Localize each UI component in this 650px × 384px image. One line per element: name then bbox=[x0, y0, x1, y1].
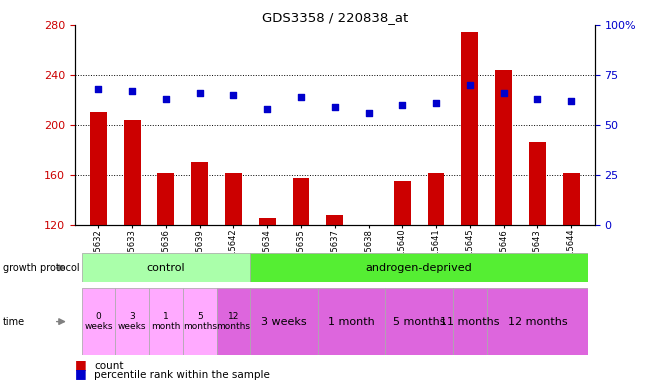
Bar bbox=[191, 162, 208, 225]
Bar bbox=[360, 225, 377, 226]
Bar bbox=[250, 253, 588, 282]
Title: GDS3358 / 220838_at: GDS3358 / 220838_at bbox=[261, 11, 408, 24]
Bar bbox=[462, 33, 478, 225]
Bar bbox=[385, 288, 453, 355]
Bar bbox=[292, 179, 309, 225]
Text: 5
months: 5 months bbox=[183, 312, 216, 331]
Point bbox=[566, 98, 577, 104]
Point bbox=[397, 102, 408, 108]
Bar bbox=[453, 288, 487, 355]
Bar bbox=[428, 174, 445, 225]
Point bbox=[262, 106, 272, 112]
Point bbox=[194, 90, 205, 96]
Text: growth protocol: growth protocol bbox=[3, 263, 80, 273]
Text: 5 months: 5 months bbox=[393, 316, 445, 327]
Text: ■: ■ bbox=[75, 367, 86, 380]
Text: 0
weeks: 0 weeks bbox=[84, 312, 112, 331]
Point bbox=[127, 88, 137, 94]
Text: 3 weeks: 3 weeks bbox=[261, 316, 307, 327]
Point bbox=[228, 92, 239, 98]
Bar bbox=[149, 288, 183, 355]
Text: androgen-deprived: androgen-deprived bbox=[366, 263, 473, 273]
Bar bbox=[394, 181, 411, 225]
Text: control: control bbox=[147, 263, 185, 273]
Text: ■: ■ bbox=[75, 358, 86, 371]
Bar bbox=[124, 120, 140, 225]
Text: 11 months: 11 months bbox=[440, 316, 500, 327]
Text: time: time bbox=[3, 316, 25, 327]
Point bbox=[499, 90, 509, 96]
Text: 1 month: 1 month bbox=[328, 316, 375, 327]
Text: count: count bbox=[94, 361, 124, 371]
Bar bbox=[250, 288, 318, 355]
Point bbox=[465, 82, 475, 88]
Bar bbox=[115, 288, 149, 355]
Text: percentile rank within the sample: percentile rank within the sample bbox=[94, 370, 270, 380]
Point bbox=[93, 86, 103, 92]
Bar bbox=[326, 215, 343, 225]
Bar bbox=[318, 288, 385, 355]
Bar bbox=[225, 174, 242, 225]
Bar bbox=[157, 174, 174, 225]
Bar bbox=[216, 288, 250, 355]
Text: 12
months: 12 months bbox=[216, 312, 250, 331]
Point bbox=[296, 94, 306, 100]
Bar bbox=[81, 288, 115, 355]
Text: 3
weeks: 3 weeks bbox=[118, 312, 146, 331]
Bar bbox=[495, 70, 512, 225]
Point bbox=[431, 100, 441, 106]
Text: 1
month: 1 month bbox=[151, 312, 181, 331]
Bar bbox=[90, 112, 107, 225]
Point bbox=[363, 110, 374, 116]
Bar bbox=[529, 142, 546, 225]
Bar bbox=[183, 288, 216, 355]
Bar bbox=[563, 174, 580, 225]
Text: 12 months: 12 months bbox=[508, 316, 567, 327]
Bar bbox=[259, 218, 276, 225]
Bar bbox=[487, 288, 588, 355]
Point bbox=[161, 96, 171, 102]
Point bbox=[330, 104, 340, 110]
Point bbox=[532, 96, 543, 102]
Bar bbox=[81, 253, 250, 282]
